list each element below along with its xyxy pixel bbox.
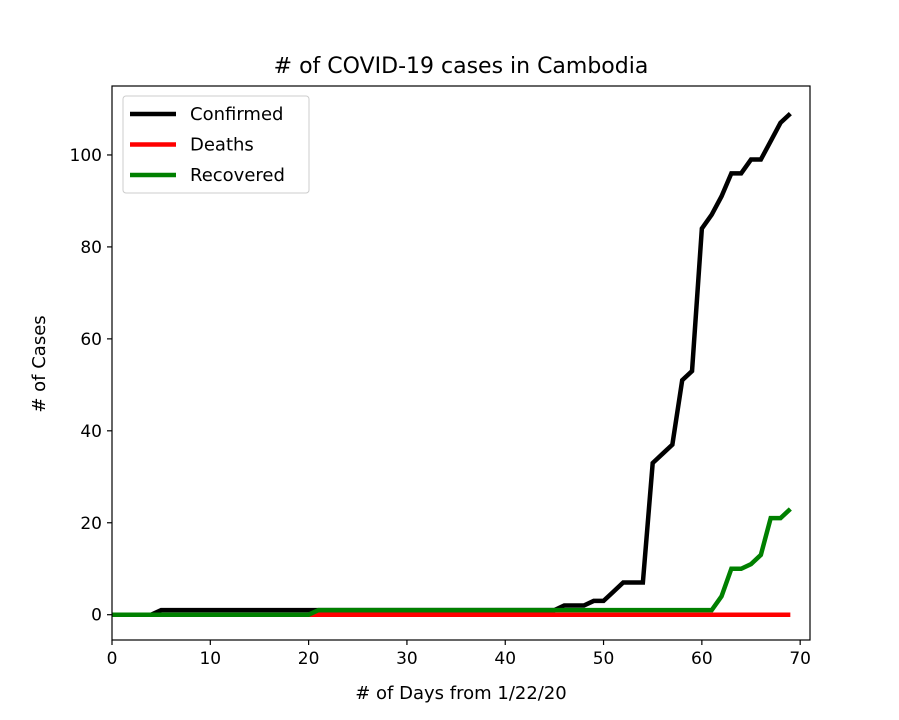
series-line-recovered <box>112 507 792 617</box>
x-tick-label: 50 <box>593 649 615 669</box>
x-tick-label: 10 <box>199 649 221 669</box>
y-tick-label: 40 <box>80 422 102 442</box>
x-axis-label: # of Days from 1/22/20 <box>355 683 567 704</box>
x-tick-label: 0 <box>107 649 118 669</box>
legend-box <box>122 95 310 194</box>
y-axis-label: # of Cases <box>29 315 50 412</box>
legend-label-deaths: Deaths <box>190 135 254 156</box>
plot-area: 0 10 20 30 40 50 60 70 0 20 40 60 80 100 Confirmed Deat… <box>70 85 811 669</box>
axes-frame <box>111 85 811 641</box>
y-tick-label: 100 <box>70 146 102 166</box>
x-tick-label: 30 <box>396 649 418 669</box>
chart-title: # of COVID-19 cases in Cambodia <box>274 54 649 79</box>
x-tick-label: 20 <box>298 649 320 669</box>
y-tick-label: 60 <box>80 330 102 350</box>
legend-label-recovered: Recovered <box>190 165 285 186</box>
x-tick-label: 70 <box>789 649 811 669</box>
x-tick-label: 40 <box>494 649 516 669</box>
y-tick-label: 20 <box>80 514 102 534</box>
y-tick-label: 0 <box>91 606 102 626</box>
y-tick-label: 80 <box>80 238 102 258</box>
x-tick-label: 60 <box>691 649 713 669</box>
legend-label-confirmed: Confirmed <box>190 104 283 125</box>
